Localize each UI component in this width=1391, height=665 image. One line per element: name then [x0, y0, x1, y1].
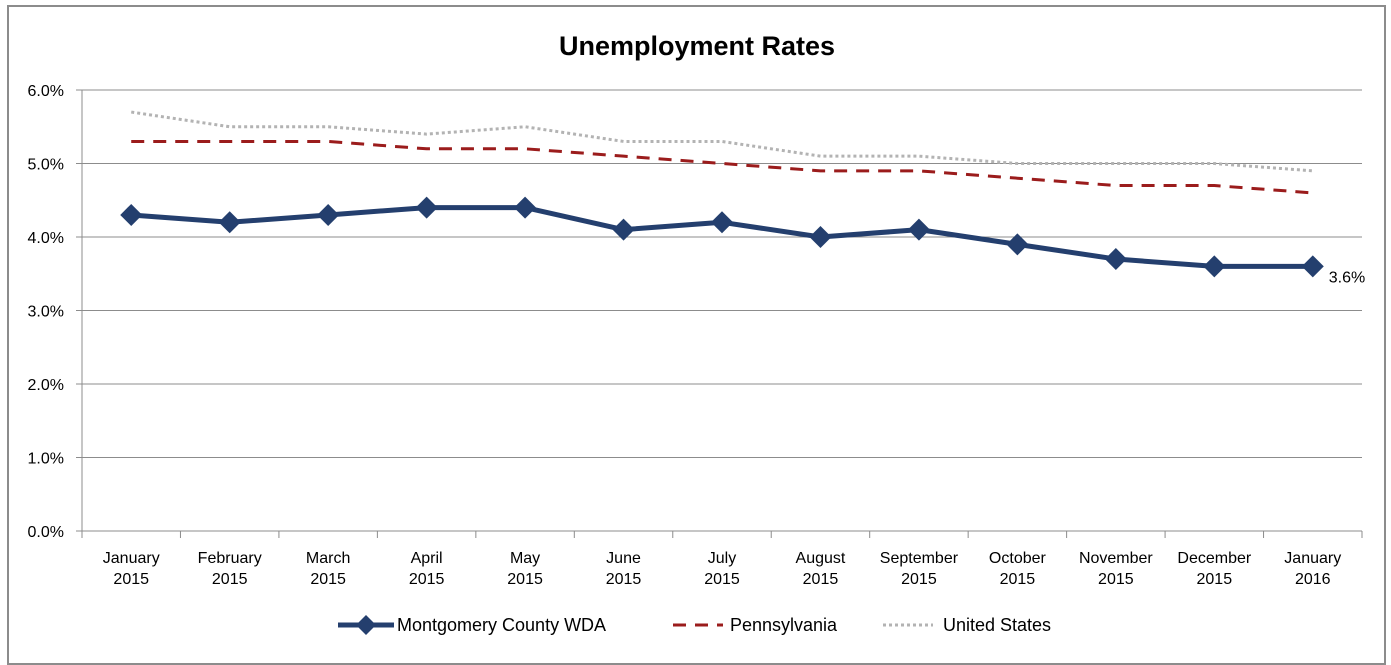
gridlines [82, 89, 1362, 458]
series-line-pennsylvania [131, 139, 1313, 195]
legend-marker [356, 615, 376, 635]
data-point-marker [1006, 233, 1029, 256]
chart-frame [7, 5, 1386, 665]
data-point-marker [1104, 248, 1127, 271]
x-tick-label: May 2015 [507, 550, 543, 588]
legend-label-pennsylvania: Pennsylvania [730, 615, 838, 635]
data-point-marker [514, 196, 537, 219]
chart-title: Unemployment Rates [559, 31, 835, 61]
x-tick-label: June 2015 [606, 550, 642, 588]
data-point-marker [907, 218, 930, 241]
y-tick-label: 1.0% [28, 451, 64, 468]
y-tick-labels: 0.0% 1.0% 2.0% 3.0% 4.0% 5.0% 6.0% [28, 83, 64, 541]
x-tick-label: August 2015 [796, 550, 846, 588]
series-line-united-states [131, 110, 1313, 173]
x-tick-label: December 2015 [1177, 550, 1251, 588]
y-tick-label: 3.0% [28, 304, 64, 321]
y-tick-label: 4.0% [28, 230, 64, 247]
legend-label-united-states: United States [943, 615, 1051, 635]
x-tick-label: November 2015 [1079, 550, 1153, 588]
data-point-marker [612, 218, 635, 241]
x-tick-label: January 2016 [1284, 550, 1341, 588]
y-tick-label: 5.0% [28, 157, 64, 174]
legend: Montgomery County WDA Pennsylvania United … [338, 615, 1051, 635]
x-tick-label: January 2015 [103, 550, 160, 588]
data-point-marker [809, 226, 832, 248]
x-tick-labels: January 2015 February 2015 March 2015 April 201… [103, 550, 1341, 588]
series-lines: 3.6% [120, 110, 1365, 286]
data-point-marker [120, 203, 143, 226]
y-tick-label: 6.0% [28, 83, 64, 100]
x-tick-label: March 2015 [306, 550, 350, 588]
x-tick-label: October 2015 [989, 550, 1047, 588]
axes [76, 89, 1363, 538]
data-point-marker [317, 203, 340, 226]
x-tick-label: July 2015 [704, 550, 740, 588]
y-tick-label: 2.0% [28, 377, 64, 394]
data-point-marker [218, 211, 241, 234]
data-point-marker [1203, 255, 1226, 278]
x-tick-label: April 2015 [409, 550, 445, 588]
data-label: 3.6% [1329, 269, 1365, 286]
legend-label-montgomery-county-wda: Montgomery County WDA [397, 615, 606, 635]
data-point-marker [711, 211, 733, 234]
data-point-marker [415, 196, 438, 219]
data-point-marker [1301, 255, 1324, 278]
x-tick-label: September 2015 [880, 550, 959, 588]
y-tick-label: 0.0% [28, 524, 64, 541]
x-tick-label: February 2015 [198, 550, 262, 588]
